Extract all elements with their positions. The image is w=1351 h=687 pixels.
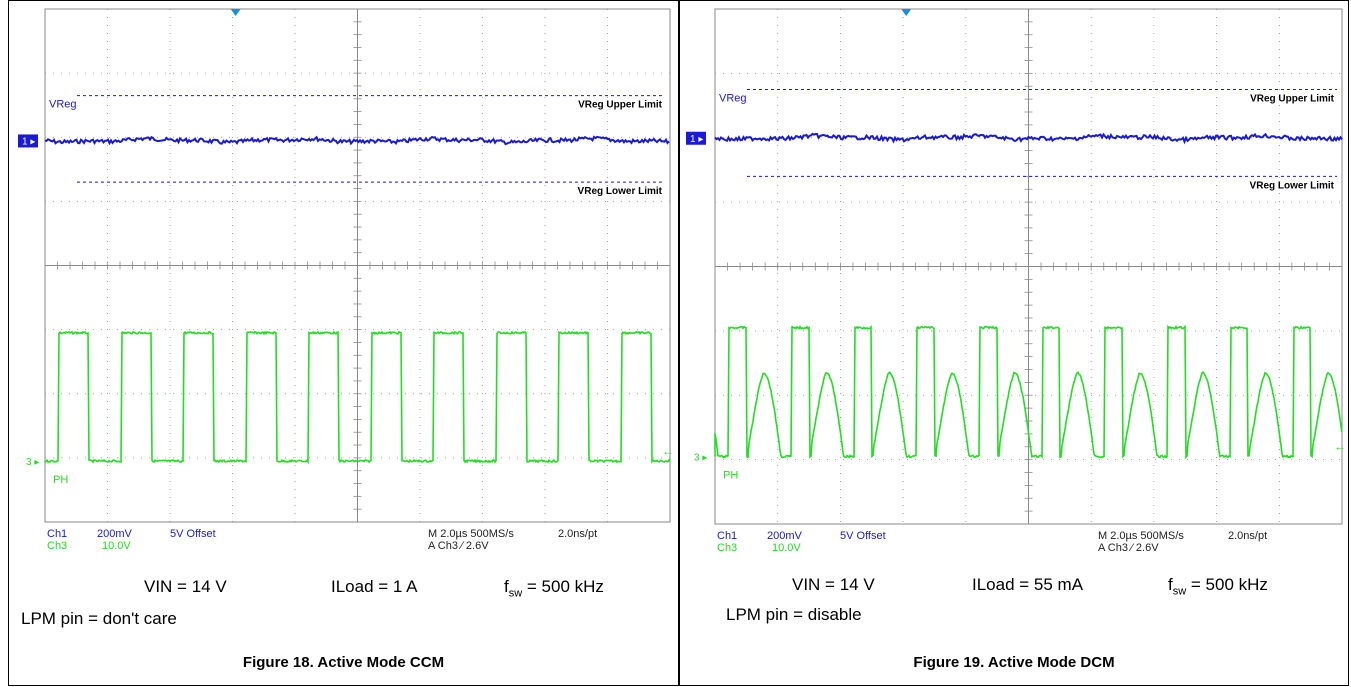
ch3-marker-label: 3 ▸ [694,452,707,463]
figure-caption: Figure 19. Active Mode DCM [913,654,1115,671]
vreg-upper-limit-label: VReg Upper Limit [578,100,663,111]
iload-condition: ILoad = 1 A [331,577,418,596]
trigger-position-icon [901,9,912,16]
lpm-condition: LPM pin = disable [726,605,862,624]
ch1-vreg-trace [44,135,670,146]
ch1-marker [18,134,38,148]
trigger-readout: A Ch3 ⁄ 2.6V [428,540,489,552]
ch1-scale-readout: 200mV [767,530,803,542]
oscilloscope-capture-ccm: VReg VReg Upper Limit VReg Lower Limit PH 1 … [18,8,674,552]
ch3-readout-label: Ch3 [717,542,737,554]
vreg-lower-limit-label: VReg Lower Limit [1250,180,1335,191]
sample-readout: 2.0ns/pt [1228,530,1267,542]
lpm-condition: LPM pin = don't care [21,609,177,628]
ch3-readout-label: Ch3 [47,540,67,552]
ch3-scale-readout: 10.0V [102,540,131,552]
figure-18-panel: VReg VReg Upper Limit VReg Lower Limit PH 1 … [8,0,679,686]
ch1-marker-label: 1 ▸ [690,134,703,145]
timebase-readout: M 2.0µs 500MS/s [428,528,514,540]
ch3-ph-trace [714,324,1343,460]
fsw-condition: fsw = 500 kHz [504,577,604,600]
trigger-level-icon: ← [1334,439,1346,453]
ch1-scale-readout: 200mV [97,528,133,540]
ch3-marker-label: 3 ▸ [26,457,39,468]
vreg-upper-limit-label: VReg Upper Limit [1250,93,1335,104]
oscilloscope-capture-dcm: VReg VReg Upper Limit VReg Lower Limit PH 1 … [686,8,1346,554]
vin-condition: VIN = 14 V [144,577,227,596]
sample-readout: 2.0ns/pt [558,528,597,540]
vreg-label: VReg [49,99,77,111]
ch1-marker-label: 1 ▸ [22,136,35,147]
ph-label: PH [723,469,738,481]
iload-condition: ILoad = 55 mA [972,575,1084,594]
ch1-marker [686,131,706,145]
trigger-position-icon [230,9,241,16]
vreg-label: VReg [719,92,747,104]
trigger-readout: A Ch3 ⁄ 2.6V [1098,542,1159,554]
ch3-ph-trace [44,330,671,465]
ch1-vreg-trace [714,132,1343,145]
ch1-offset-readout: 5V Offset [840,530,886,542]
vin-condition: VIN = 14 V [792,575,875,594]
fsw-condition: fsw = 500 kHz [1168,575,1268,598]
ch1-readout-label: Ch1 [717,530,737,542]
ch1-readout-label: Ch1 [47,528,67,540]
figure-19-panel: VReg VReg Upper Limit VReg Lower Limit PH 1 … [679,0,1349,686]
vreg-lower-limit-label: VReg Lower Limit [578,186,663,197]
trigger-level-icon: ← [662,444,674,458]
ch3-scale-readout: 10.0V [772,542,801,554]
figure-caption: Figure 18. Active Mode CCM [242,654,445,671]
ch1-offset-readout: 5V Offset [170,528,216,540]
timebase-readout: M 2.0µs 500MS/s [1098,530,1184,542]
ph-label: PH [53,474,68,486]
